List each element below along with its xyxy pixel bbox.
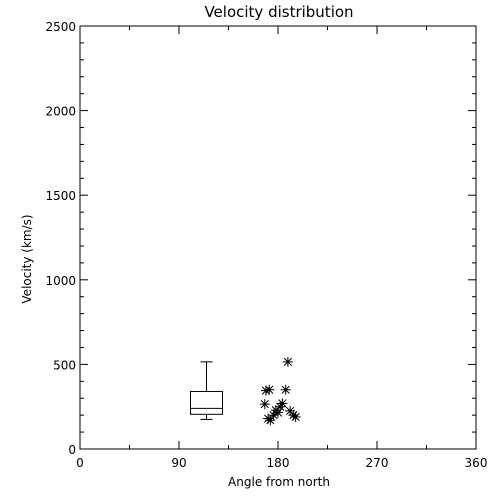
boxplot — [190, 361, 223, 420]
x-tick-label: 360 — [465, 456, 488, 470]
x-tick-label: 90 — [171, 456, 186, 470]
data-point — [260, 385, 271, 396]
x-tick-label: 270 — [366, 456, 389, 470]
data-point — [290, 411, 301, 422]
data-point — [285, 405, 296, 416]
tick-labels: 0 90 180 270 360 0 500 1000 1500 2000 2500 — [45, 20, 487, 470]
y-tick-label: 500 — [53, 358, 76, 372]
y-tick-label: 1500 — [45, 189, 76, 203]
x-axis-label: Angle from north — [228, 475, 330, 489]
data-point — [282, 356, 293, 367]
chart-title: Velocity distribution — [204, 3, 353, 21]
boxplot-box — [190, 390, 223, 415]
y-tick-label: 2000 — [45, 105, 76, 119]
data-point — [273, 407, 283, 418]
data-point — [259, 399, 270, 410]
data-point — [265, 415, 276, 426]
y-tick-label: 0 — [68, 443, 76, 457]
axis-ticks — [79, 25, 477, 450]
x-tick-label: 180 — [267, 456, 290, 470]
y-axis-label: Velocity (km/s) — [20, 214, 34, 303]
y-tick-label: 1000 — [45, 274, 76, 288]
scatter-points — [259, 356, 301, 426]
data-point — [275, 401, 286, 412]
data-point — [277, 398, 288, 409]
data-point — [268, 410, 279, 421]
y-tick-label: 2500 — [45, 20, 76, 34]
data-point — [264, 384, 275, 395]
x-tick-label: 0 — [76, 456, 84, 470]
data-point — [280, 384, 291, 395]
